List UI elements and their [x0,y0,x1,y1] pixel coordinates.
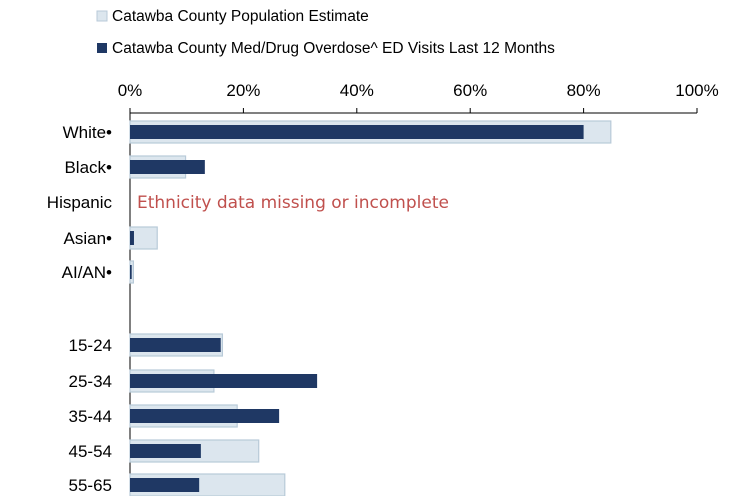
legend-label-population: Catawba County Population Estimate [112,8,369,25]
x-tick-label: 60% [453,81,487,100]
legend: Catawba County Population Estimate Cataw… [96,8,555,57]
category-label: 35-44 [69,407,112,426]
x-tick-label: 0% [118,81,143,100]
overdose-bar [130,265,132,279]
annotations: Ethnicity data missing or incomplete [137,193,449,213]
category-label: 25-34 [69,372,112,391]
population-bar [129,226,158,250]
overdose-bar [130,231,134,245]
x-axis: 0% 20% 40% 60% 80% 100% [118,81,719,114]
x-tick-label: 20% [226,81,260,100]
overdose-bar [130,444,201,458]
x-tick-label: 80% [567,81,601,100]
category-label: 15-24 [69,336,112,355]
y-axis: White• Black• Hispanic Asian• AI/AN• 15-24 25-… [47,113,131,496]
overdose-bar [130,160,205,174]
overdose-bar [130,374,318,388]
overdose-bar [130,478,200,492]
overdose-bar [130,125,584,139]
legend-swatch-overdose [97,43,107,53]
population-bars [129,120,612,496]
overdose-bar [130,409,280,423]
legend-label-overdose: Catawba County Med/Drug Overdose^ ED Vis… [112,40,555,57]
category-label: Black• [64,158,112,177]
legend-swatch-population [96,10,108,22]
category-label: White• [63,123,112,142]
category-label: 55-65 [69,476,112,495]
annotation-text: Ethnicity data missing or incomplete [137,193,449,213]
overdose-bars [130,125,584,492]
category-label: AI/AN• [62,263,112,282]
category-label: Hispanic [47,193,113,212]
x-tick-label: 40% [340,81,374,100]
x-tick-label: 100% [675,81,718,100]
category-label: Asian• [64,229,113,248]
overdose-bar [130,338,221,352]
category-label: 45-54 [69,442,112,461]
